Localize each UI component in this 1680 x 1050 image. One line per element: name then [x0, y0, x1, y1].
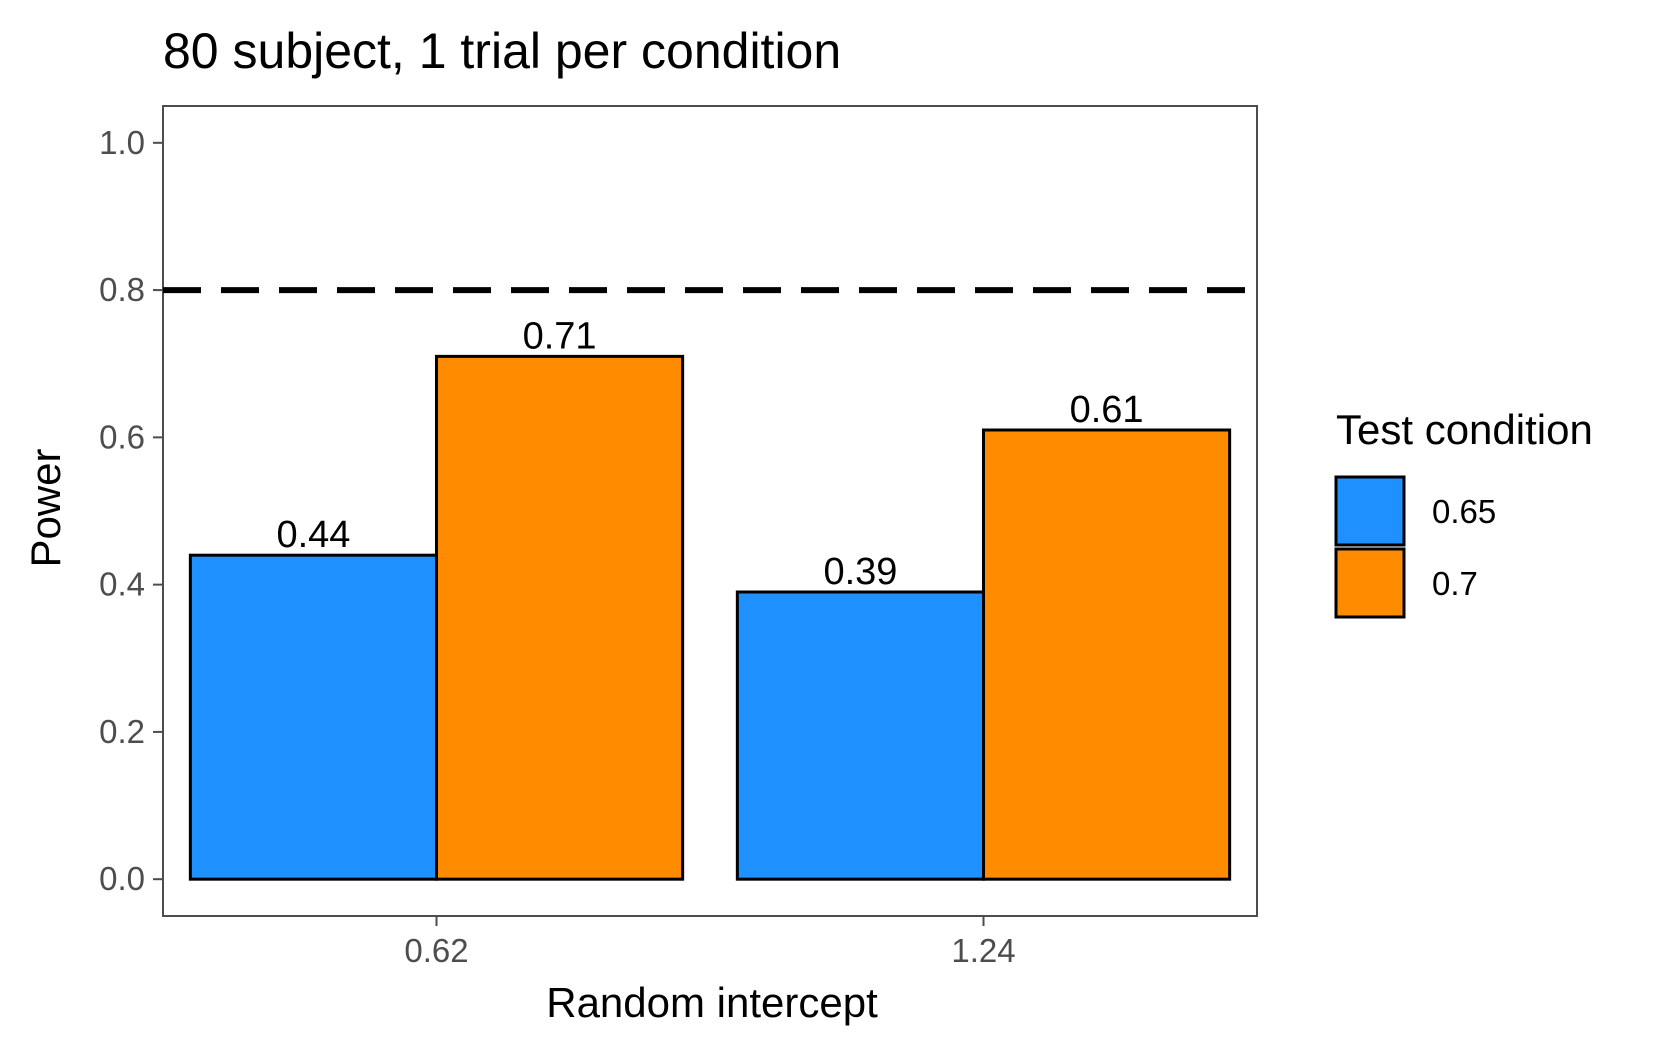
y-tick-label: 0.2 [99, 713, 145, 750]
bar-value-label: 0.39 [823, 551, 897, 593]
legend-key-0.7 [1334, 547, 1406, 619]
bar-0.65-0.62 [188, 553, 438, 881]
plot-area: 0.0 0.2 0.4 0.6 0.8 1.0 0.44 0.71 0.62 0.39 0.61 1.… [99, 105, 1258, 969]
chart-title: 80 subject, 1 trial per condition [163, 23, 841, 79]
x-axis-title: Random intercept [546, 979, 878, 1026]
bar-value-label: 0.44 [276, 514, 350, 556]
y-tick-label: 0.4 [99, 566, 145, 603]
bar-0.7-0.62 [435, 354, 685, 881]
legend-key-0.65 [1334, 475, 1406, 547]
y-axis-title: Power [22, 448, 69, 567]
legend-label-0.7: 0.7 [1432, 565, 1478, 602]
x-tick-label: 1.24 [951, 932, 1015, 969]
y-tick-label: 0.8 [99, 271, 145, 308]
legend-label-0.65: 0.65 [1432, 493, 1496, 530]
y-tick-label: 0.6 [99, 418, 145, 455]
y-tick-label: 0.0 [99, 860, 145, 897]
x-tick-label: 0.62 [404, 932, 468, 969]
bar-0.7-1.24 [982, 428, 1232, 881]
bar-value-label: 0.61 [1070, 389, 1144, 431]
bar-0.65-1.24 [735, 590, 985, 881]
legend: Test condition 0.65 0.7 [1334, 406, 1593, 619]
plot-panel-border [162, 105, 1258, 917]
bar-value-label: 0.71 [523, 315, 597, 357]
y-tick-label: 1.0 [99, 124, 145, 161]
legend-title: Test condition [1336, 406, 1593, 453]
